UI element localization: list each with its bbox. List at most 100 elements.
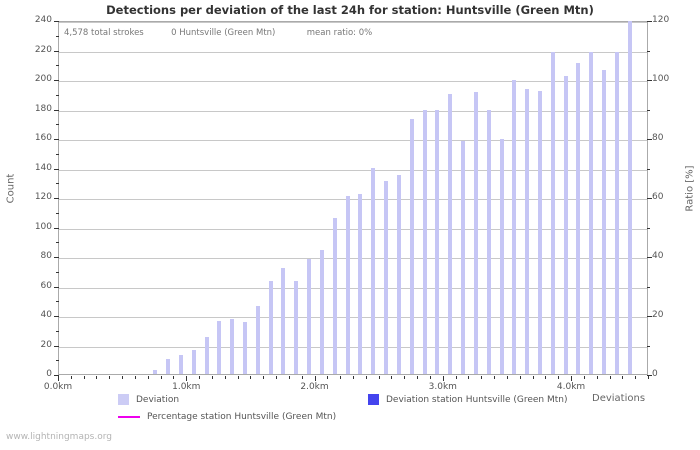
y-axis-right-tick xyxy=(647,375,652,376)
y-axis-right-tick-label: 60 xyxy=(652,192,664,202)
bar xyxy=(268,281,273,374)
y-axis-right-tick-label: 0 xyxy=(652,369,658,379)
bar xyxy=(602,70,607,374)
y-axis-tick xyxy=(54,316,59,317)
gridline xyxy=(59,199,647,200)
legend-item[interactable]: Deviation station Huntsville (Green Mtn) xyxy=(368,394,568,405)
legend-item[interactable]: Deviation xyxy=(118,394,179,405)
bar xyxy=(435,109,440,374)
bar-series xyxy=(59,21,647,374)
y-axis-left-tick-label: 140 xyxy=(34,162,52,173)
bar xyxy=(537,90,542,374)
y-axis-tick xyxy=(54,287,59,288)
x-axis-minor-tick xyxy=(481,376,482,379)
y-axis-left-tick-label: 100 xyxy=(34,221,52,232)
x-axis-minor-tick xyxy=(340,376,341,379)
bar xyxy=(550,52,555,374)
gridline xyxy=(59,317,647,318)
y-axis-minor-tick xyxy=(56,242,59,243)
plot-area xyxy=(58,21,648,375)
x-axis-minor-tick xyxy=(199,376,200,379)
bar xyxy=(166,359,171,374)
x-axis-minor-tick xyxy=(635,376,636,379)
gridline xyxy=(59,140,647,141)
bar xyxy=(384,180,389,374)
y-axis-right-tick xyxy=(647,198,652,199)
bar xyxy=(294,281,299,374)
y-axis-left-tick-label: 220 xyxy=(34,44,52,55)
bar xyxy=(576,62,581,374)
y-axis-tick xyxy=(54,139,59,140)
y-axis-right-minor-tick xyxy=(647,51,650,52)
x-axis-minor-tick xyxy=(456,376,457,379)
bar xyxy=(396,174,401,374)
gridline xyxy=(59,258,647,259)
x-axis-minor-tick xyxy=(533,376,534,379)
y-axis-minor-tick xyxy=(56,272,59,273)
legend-item[interactable]: Percentage station Huntsville (Green Mtn… xyxy=(118,412,336,422)
y-axis-right-tick xyxy=(647,139,652,140)
y-axis-right-tick-label: 100 xyxy=(652,74,670,84)
y-axis-minor-tick xyxy=(56,95,59,96)
legend-color-swatch-icon xyxy=(368,394,379,405)
y-axis-left-tick-label: 20 xyxy=(40,339,52,350)
y-axis-minor-tick xyxy=(56,360,59,361)
x-axis-minor-tick xyxy=(238,376,239,379)
x-axis-minor-tick xyxy=(84,376,85,379)
x-axis-minor-tick xyxy=(250,376,251,379)
x-axis-minor-tick xyxy=(610,376,611,379)
annotation-row: 4,578 total strokes 0 Huntsville (Green … xyxy=(64,28,372,38)
y-axis-minor-tick xyxy=(56,154,59,155)
bar xyxy=(204,337,209,374)
y-axis-right-minor-tick xyxy=(647,346,650,347)
y-axis-tick xyxy=(54,228,59,229)
bar xyxy=(461,140,466,374)
x-axis-minor-tick xyxy=(122,376,123,379)
x-axis-minor-tick xyxy=(353,376,354,379)
y-axis-tick xyxy=(54,257,59,258)
y-axis-right-title: Ratio [%] xyxy=(684,165,696,212)
x-axis-title: Deviations xyxy=(592,393,646,404)
x-axis-minor-tick xyxy=(225,376,226,379)
x-axis-minor-tick xyxy=(520,376,521,379)
bar xyxy=(499,139,504,374)
gridline xyxy=(59,52,647,53)
bar xyxy=(230,319,235,374)
x-axis-tick-label: 0.0km xyxy=(43,382,73,392)
gridline xyxy=(59,229,647,230)
y-axis-left-title: Count xyxy=(5,173,17,204)
chart-title: Detections per deviation of the last 24h… xyxy=(106,3,594,17)
bar xyxy=(627,21,632,374)
x-axis-minor-tick xyxy=(276,376,277,379)
x-axis-tick-label: 1.0km xyxy=(172,382,201,392)
y-axis-right-minor-tick xyxy=(647,169,650,170)
bar xyxy=(153,369,158,374)
gridline xyxy=(59,170,647,171)
chart-legend: Deviation Deviation station Huntsville (G… xyxy=(0,392,700,432)
y-axis-left-tick-label: 240 xyxy=(34,15,52,25)
y-axis-left-labels: 0 20 40 60 80 100 120 140 160 180 200 220 240 xyxy=(20,0,52,450)
y-axis-left-tick-label: 80 xyxy=(40,251,52,261)
y-axis-left-tick-label: 60 xyxy=(40,280,52,291)
x-axis-tick-label: 2.0km xyxy=(300,382,329,392)
mean-ratio-text: mean ratio: 0% xyxy=(306,28,373,38)
y-axis-minor-tick xyxy=(56,124,59,125)
y-axis-tick xyxy=(54,80,59,81)
x-axis-minor-tick xyxy=(379,376,380,379)
gridline xyxy=(59,22,647,23)
y-axis-tick xyxy=(54,51,59,52)
y-axis-minor-tick xyxy=(56,36,59,37)
x-axis-minor-tick xyxy=(494,376,495,379)
x-axis-minor-tick xyxy=(302,376,303,379)
legend-line-swatch-icon xyxy=(118,416,140,418)
watermark-text: www.lightningmaps.org xyxy=(6,432,112,442)
bar xyxy=(281,267,286,374)
bar xyxy=(422,109,427,374)
y-axis-right-tick xyxy=(647,21,652,22)
y-axis-left-tick-label: 180 xyxy=(34,103,52,114)
x-axis-minor-tick xyxy=(71,376,72,379)
bar xyxy=(242,322,247,374)
y-axis-left-tick-label: 120 xyxy=(34,192,52,202)
x-axis-minor-tick xyxy=(507,376,508,379)
x-axis-tick-label: 4.0km xyxy=(556,382,586,392)
